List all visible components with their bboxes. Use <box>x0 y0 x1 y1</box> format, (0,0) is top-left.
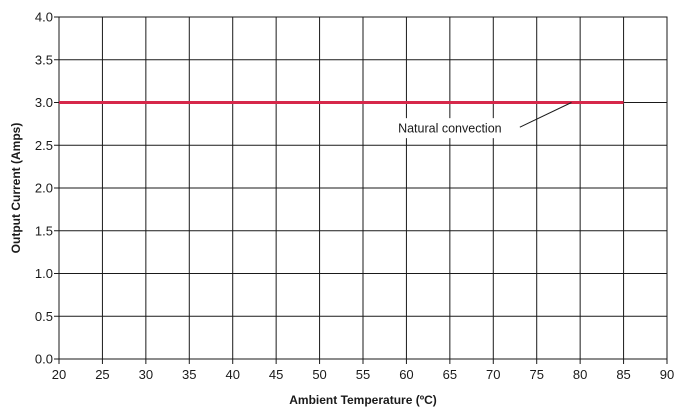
annotation-layer: Natural convection <box>381 102 572 139</box>
x-tick-label: 70 <box>486 367 500 382</box>
x-tick-label: 55 <box>356 367 370 382</box>
y-tick-label: 2.0 <box>35 181 53 196</box>
annotation-background <box>381 118 518 139</box>
y-axis-title: Output Current (Amps) <box>9 123 23 254</box>
x-tick-label: 30 <box>139 367 153 382</box>
y-tick-label: 3.0 <box>35 95 53 110</box>
x-axis-ticks: 20 25 30 35 40 45 50 55 60 65 70 75 80 85 90 <box>52 359 674 382</box>
x-tick-label: 60 <box>399 367 413 382</box>
y-tick-label: 3.5 <box>35 52 53 67</box>
annotation-label: Natural convection <box>398 122 502 136</box>
y-tick-label: 2.5 <box>35 138 53 153</box>
x-tick-label: 50 <box>312 367 326 382</box>
x-axis-title: Ambient Temperature (ºC) <box>289 393 437 407</box>
x-tick-label: 45 <box>269 367 283 382</box>
x-tick-label: 40 <box>225 367 239 382</box>
x-tick-label: 75 <box>529 367 543 382</box>
x-tick-label: 90 <box>660 367 674 382</box>
x-tick-label: 65 <box>443 367 457 382</box>
x-tick-label: 80 <box>573 367 587 382</box>
y-tick-label: 0.0 <box>35 352 53 367</box>
y-tick-label: 1.5 <box>35 223 53 238</box>
x-tick-label: 25 <box>95 367 109 382</box>
grid <box>58 16 668 360</box>
x-tick-label: 35 <box>182 367 196 382</box>
x-tick-label: 20 <box>52 367 66 382</box>
annotation-leader-line <box>519 102 572 128</box>
y-tick-label: 1.0 <box>35 266 53 281</box>
y-axis-ticks: 0.0 0.5 1.0 1.5 2.0 2.5 3.0 3.5 4.0 <box>35 10 59 367</box>
y-tick-label: 4.0 <box>35 10 53 25</box>
y-tick-label: 0.5 <box>35 309 53 324</box>
x-tick-label: 85 <box>616 367 630 382</box>
